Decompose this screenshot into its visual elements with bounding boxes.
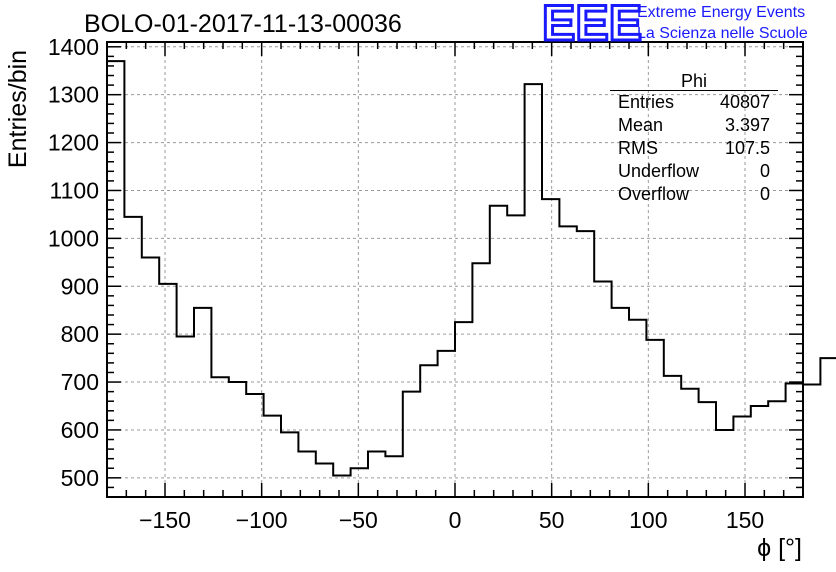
chart-title: BOLO-01-2017-11-13-00036: [84, 10, 402, 38]
y-tick-labels: 500 600 700 800 900 1000 1100 1200 1300 1400: [48, 34, 99, 491]
x-tick-label: 100: [629, 507, 667, 533]
histogram-line: [107, 60, 836, 477]
y-tick-label: 600: [61, 417, 99, 443]
stats-label: Mean: [618, 115, 664, 135]
stats-row: Underflow 0: [610, 160, 778, 183]
x-tick-label: −150: [139, 507, 191, 533]
stats-value: 0: [759, 161, 770, 181]
axis-ticks: [107, 42, 803, 497]
stats-row: Overflow 0: [610, 183, 778, 206]
stats-label: RMS: [618, 138, 658, 158]
stats-value: 3.397: [724, 115, 770, 135]
eee-logo: EEE: [540, 0, 643, 53]
y-tick-label: 1100: [50, 177, 99, 203]
y-tick-label: 800: [61, 321, 99, 347]
stats-value: 40807: [719, 92, 770, 112]
y-tick-label: 1000: [48, 225, 99, 251]
x-tick-label: 150: [726, 507, 764, 533]
x-tick-label: −50: [339, 507, 378, 533]
stats-row: RMS 107.5: [610, 137, 778, 160]
y-axis-label: Entries/bin: [4, 49, 32, 169]
x-axis-label: ϕ [°]: [757, 534, 802, 562]
stats-box: Phi Entries 40807 Mean 3.397 RMS 107.5 U…: [610, 72, 778, 206]
logo-line-1: Extreme Energy Events: [637, 4, 806, 21]
logo-line-2: La Scienza nelle Scuole: [637, 25, 808, 42]
stats-value: 0: [759, 184, 770, 204]
x-tick-labels: −150 −100 −50 0 50 100 150: [139, 507, 764, 533]
y-tick-label: 500: [61, 465, 99, 491]
y-tick-label: 900: [61, 273, 99, 299]
stats-title: Phi: [610, 72, 778, 91]
stats-row: Mean 3.397: [610, 114, 778, 137]
stats-label: Overflow: [618, 184, 690, 204]
stats-value: 107.5: [724, 138, 770, 158]
stats-label: Underflow: [618, 161, 700, 181]
y-tick-label: 1200: [48, 130, 99, 156]
x-tick-label: 50: [539, 507, 565, 533]
x-tick-label: −100: [236, 507, 288, 533]
stats-label: Entries: [618, 92, 675, 112]
y-tick-label: 700: [61, 369, 99, 395]
y-tick-label: 1300: [48, 82, 99, 108]
stats-row: Entries 40807: [610, 91, 778, 114]
x-tick-label: 0: [449, 507, 462, 533]
y-tick-label: 1400: [48, 34, 99, 60]
